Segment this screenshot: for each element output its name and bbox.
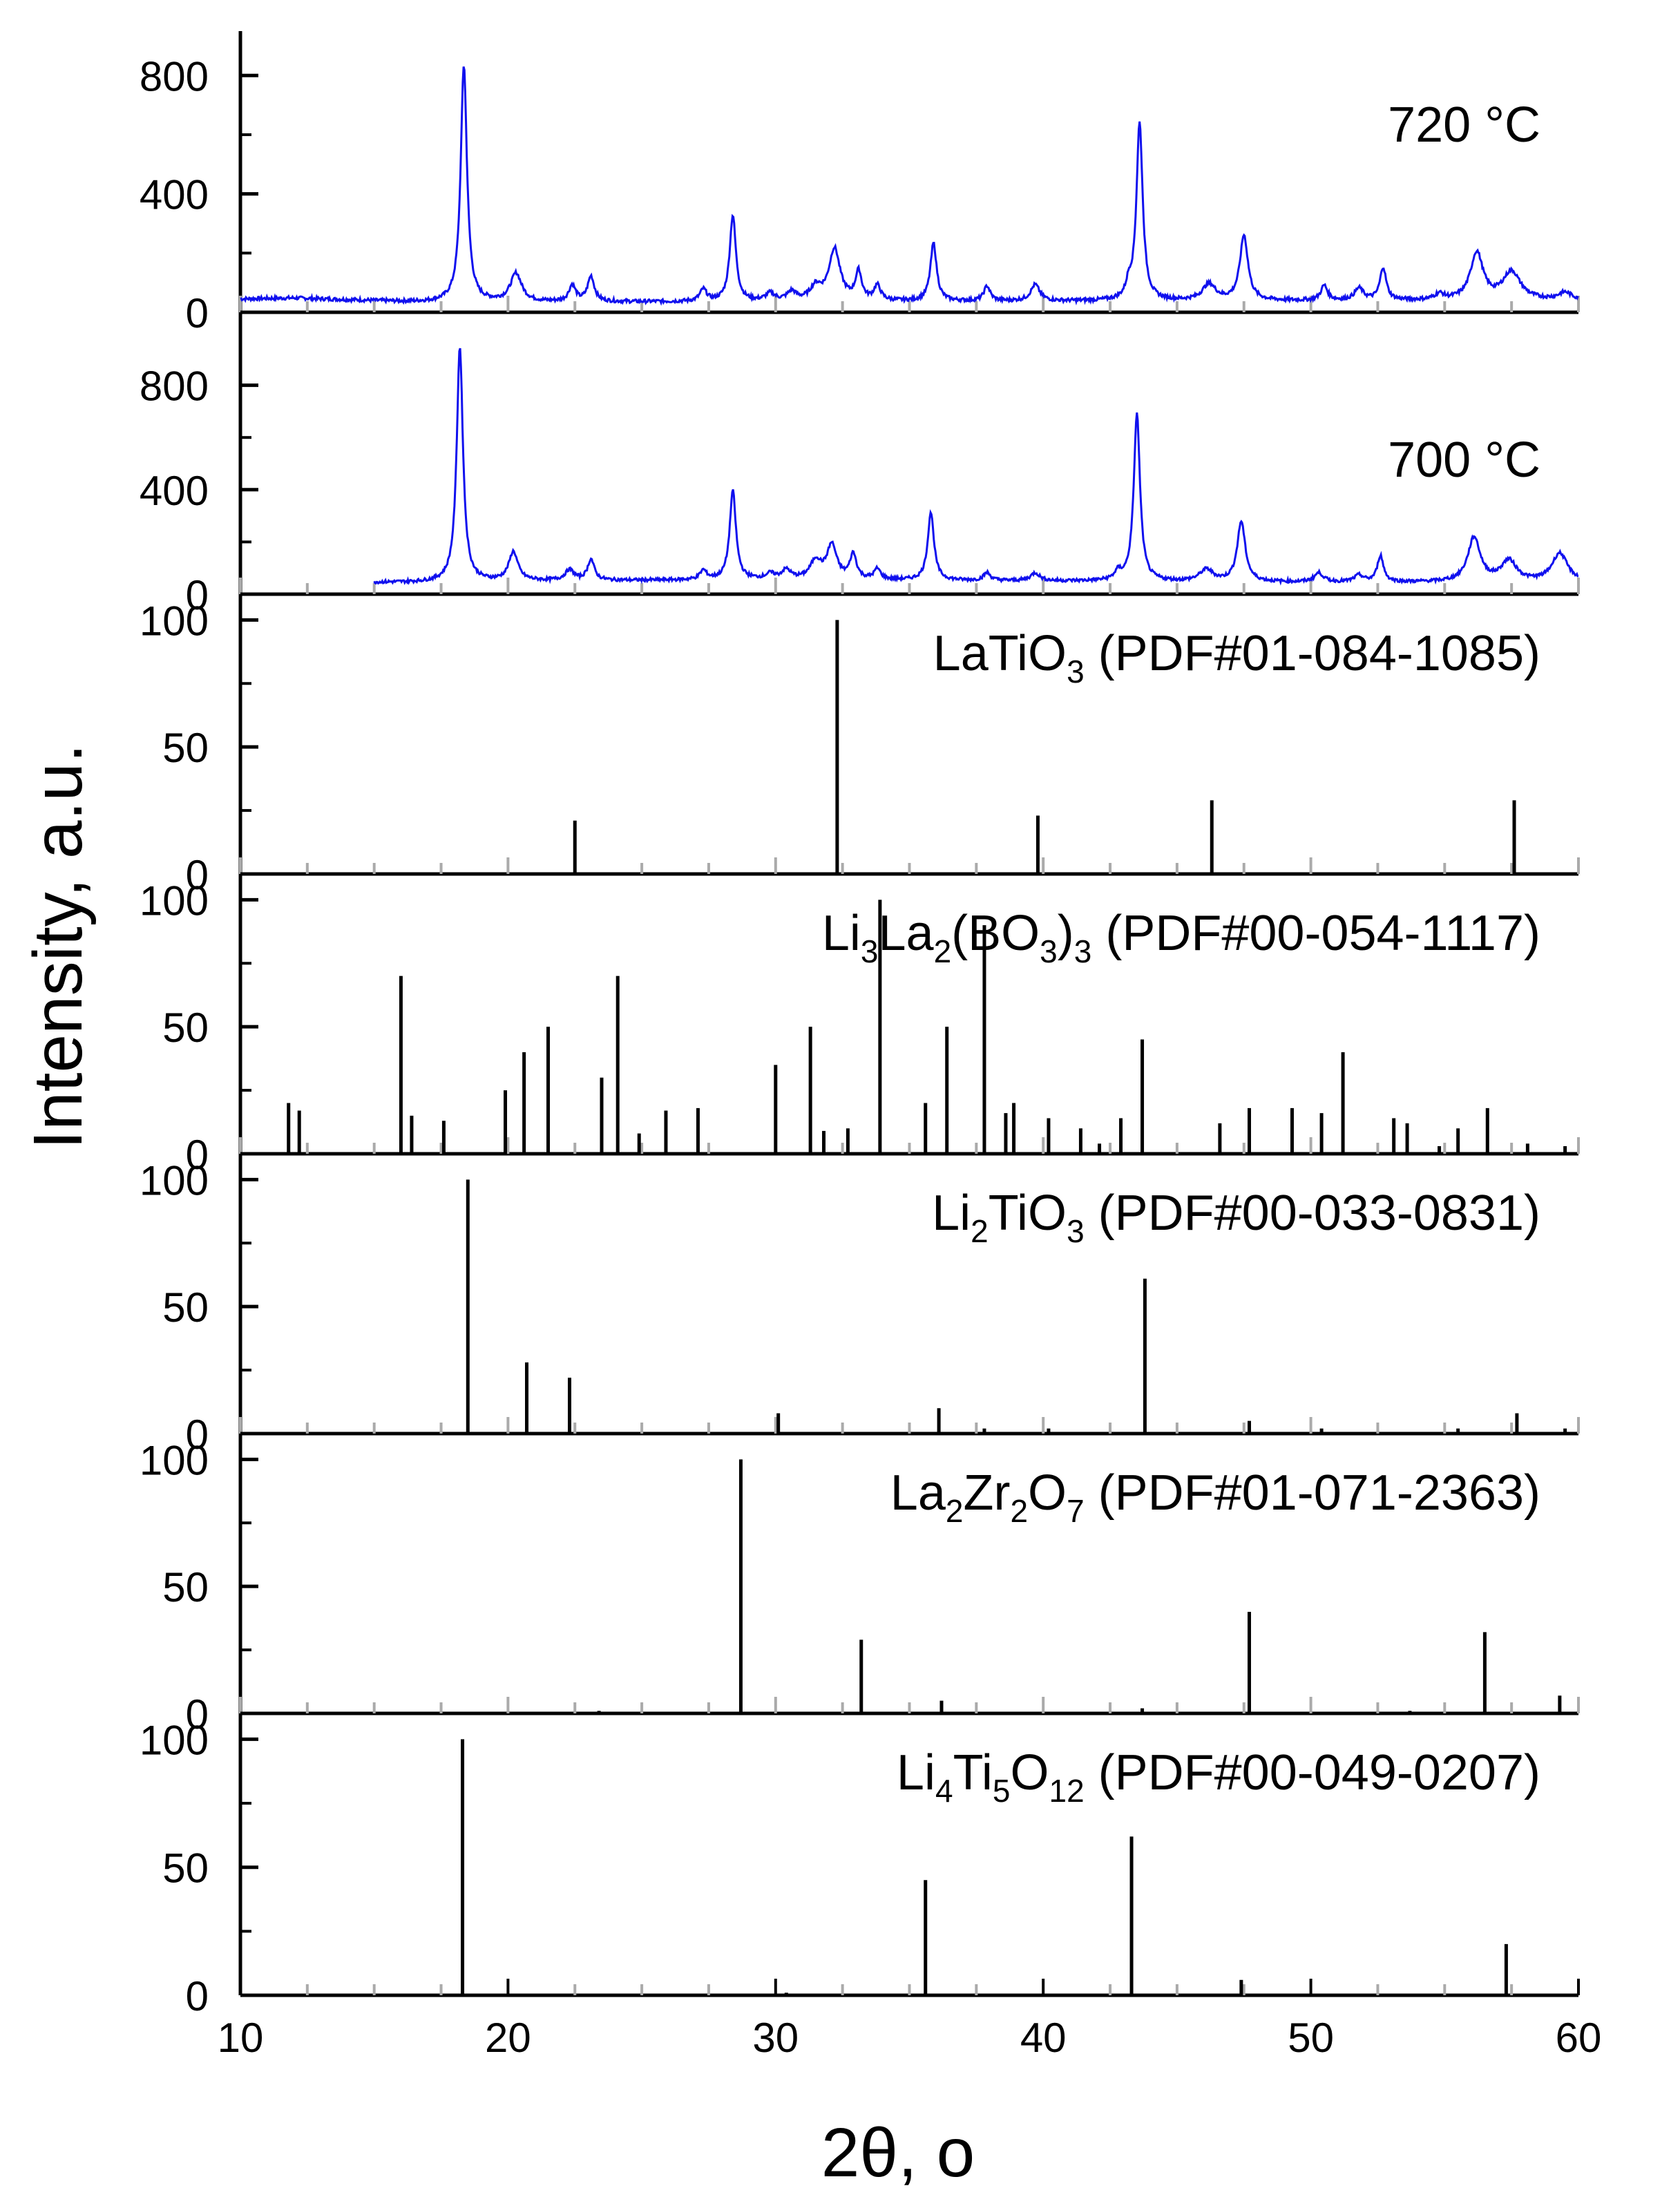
label-text: Ti <box>953 1745 993 1800</box>
y-tick-label: 800 <box>140 53 209 99</box>
x-tick-label: 40 <box>1020 2015 1067 2061</box>
label-text: LaTiO <box>933 626 1067 681</box>
label-subscript: 2 <box>971 1213 989 1249</box>
y-tick-label: 0 <box>186 1132 209 1178</box>
y-tick-label: 50 <box>162 1845 209 1892</box>
label-text: La <box>878 906 934 961</box>
label-subscript: 3 <box>1067 654 1085 690</box>
y-tick-label: 50 <box>162 1564 209 1610</box>
y-axis-title: Intensity, a.u. <box>19 743 97 1149</box>
x-tick-label: 60 <box>1556 2015 1602 2061</box>
reference-phase-label: La2Zr2O7 (PDF#01-071-2363) <box>890 1465 1540 1529</box>
label-subscript: 2 <box>934 933 952 969</box>
y-tick-label: 100 <box>140 1437 209 1483</box>
label-text: TiO <box>989 1186 1067 1241</box>
label-text: (PDF#00-033-0831) <box>1085 1186 1540 1241</box>
label-text: (PDF#00-049-0207) <box>1085 1745 1540 1800</box>
y-tick-label: 100 <box>140 1717 209 1763</box>
label-subscript: 2 <box>1010 1493 1028 1529</box>
x-axis-title: 2θ, o <box>821 2114 975 2191</box>
y-tick-label: 50 <box>162 1284 209 1331</box>
y-tick-label: 400 <box>140 468 209 514</box>
label-subscript: 2 <box>946 1493 964 1529</box>
y-tick-label: 400 <box>140 172 209 218</box>
label-subscript: 5 <box>993 1773 1011 1809</box>
label-text: (PDF#00-054-1117) <box>1091 906 1540 961</box>
label-subscript: 3 <box>1040 933 1058 969</box>
label-subscript: 7 <box>1067 1493 1085 1529</box>
label-subscript: 3 <box>1067 1213 1085 1249</box>
xrd-pattern-line <box>373 348 1579 586</box>
temperature-label: 720 °C <box>1388 97 1540 153</box>
label-text: Li <box>897 1745 935 1800</box>
label-text: (PDF#01-071-2363) <box>1085 1465 1540 1521</box>
x-tick-label: 10 <box>218 2015 264 2061</box>
panel-6: 0 50 100 Li4Ti5O12 (PDF#00-049-0207) <box>140 1717 1580 2019</box>
x-tick-label: 50 <box>1288 2015 1334 2061</box>
y-tick-label: 800 <box>140 363 209 410</box>
label-subscript: 3 <box>861 933 879 969</box>
panel-4: 0 50 100 Li2TiO3 (PDF#00-033-0831) <box>140 1157 1580 1458</box>
label-subscript: 3 <box>1074 933 1092 969</box>
x-tick-label: 30 <box>752 2015 799 2061</box>
label-text: (BO <box>951 906 1040 961</box>
y-tick-label: 0 <box>186 1973 209 2019</box>
reference-phase-label: Li4Ti5O12 (PDF#00-049-0207) <box>897 1745 1540 1809</box>
reference-phase-label: LaTiO3 (PDF#01-084-1085) <box>933 626 1540 690</box>
y-tick-label: 0 <box>186 1691 209 1738</box>
label-subscript: 4 <box>935 1773 953 1809</box>
label-text: Li <box>932 1186 971 1241</box>
label-text: Li <box>822 906 861 961</box>
label-text: (PDF#01-084-1085) <box>1085 626 1540 681</box>
label-text: O <box>1010 1745 1049 1800</box>
label-text: O <box>1028 1465 1067 1521</box>
xrd-pattern-line <box>240 66 1579 306</box>
x-tick-label: 20 <box>485 2015 531 2061</box>
y-tick-label: 0 <box>186 1411 209 1458</box>
label-text: Zr <box>963 1465 1010 1521</box>
label-text: ) <box>1058 906 1074 961</box>
reference-phase-label: Li3La2(BO3)3 (PDF#00-054-1117) <box>822 906 1540 969</box>
y-tick-label: 100 <box>140 1157 209 1204</box>
y-tick-label: 0 <box>186 852 209 898</box>
y-tick-label: 50 <box>162 1005 209 1051</box>
panel-2: 0 50 100 LaTiO3 (PDF#01-084-1085) <box>140 598 1580 898</box>
label-subscript: 12 <box>1049 1773 1084 1809</box>
panel-1: 0 400 800 700 °C <box>140 348 1580 618</box>
label-text: La <box>890 1465 946 1521</box>
y-tick-label: 100 <box>140 877 209 924</box>
y-tick-label: 0 <box>186 290 209 336</box>
reference-phase-label: Li2TiO3 (PDF#00-033-0831) <box>932 1186 1540 1249</box>
temperature-label: 700 °C <box>1388 432 1540 488</box>
y-tick-label: 0 <box>186 572 209 618</box>
y-tick-label: 50 <box>162 725 209 771</box>
panel-0: 0 400 800 720 °C <box>140 53 1580 336</box>
y-tick-label: 100 <box>140 598 209 644</box>
